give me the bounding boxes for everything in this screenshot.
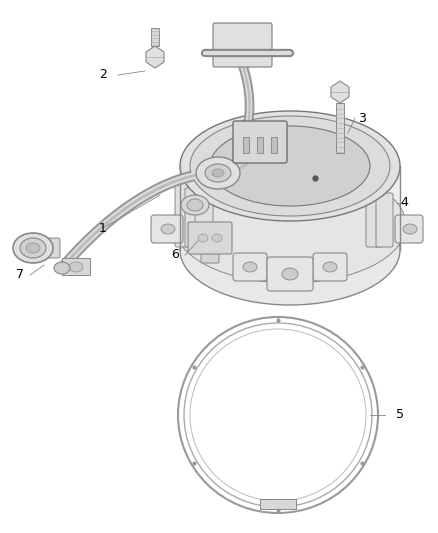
FancyBboxPatch shape [201,249,219,263]
Bar [257,137,263,153]
FancyBboxPatch shape [185,188,203,247]
Ellipse shape [13,233,53,263]
Text: 7: 7 [16,269,24,281]
Ellipse shape [187,199,203,211]
FancyBboxPatch shape [313,253,347,281]
Ellipse shape [212,234,222,242]
Polygon shape [146,46,164,68]
Ellipse shape [26,243,40,253]
Text: 6: 6 [171,248,179,262]
Ellipse shape [210,126,370,206]
Text: 4: 4 [400,197,408,209]
Ellipse shape [205,164,231,182]
Ellipse shape [190,116,390,216]
FancyBboxPatch shape [233,253,267,281]
Ellipse shape [54,262,70,274]
FancyBboxPatch shape [175,183,193,247]
FancyBboxPatch shape [366,188,383,247]
Polygon shape [331,81,349,103]
Ellipse shape [180,195,400,305]
FancyBboxPatch shape [376,193,393,247]
Ellipse shape [403,224,417,234]
FancyBboxPatch shape [395,215,423,243]
Ellipse shape [282,268,298,280]
Bar [271,137,277,153]
Bar [243,137,249,153]
FancyBboxPatch shape [267,257,313,291]
Ellipse shape [181,195,209,215]
Ellipse shape [212,169,224,177]
FancyBboxPatch shape [151,215,183,243]
Ellipse shape [243,262,257,272]
FancyBboxPatch shape [195,193,213,247]
FancyBboxPatch shape [213,23,272,67]
Bar [336,103,344,153]
FancyBboxPatch shape [233,121,287,163]
Ellipse shape [174,167,406,283]
Ellipse shape [323,262,337,272]
Bar [151,28,159,46]
Ellipse shape [69,262,83,272]
Ellipse shape [198,234,208,242]
Ellipse shape [20,238,46,258]
FancyBboxPatch shape [41,238,60,258]
Text: 3: 3 [358,111,366,125]
Ellipse shape [180,111,400,221]
Text: 5: 5 [396,408,404,422]
Text: 2: 2 [99,69,107,82]
Text: 1: 1 [99,222,107,235]
Polygon shape [180,166,400,250]
Ellipse shape [161,224,175,234]
Ellipse shape [196,157,240,189]
FancyBboxPatch shape [188,222,232,254]
Polygon shape [62,258,90,275]
Polygon shape [260,499,296,509]
